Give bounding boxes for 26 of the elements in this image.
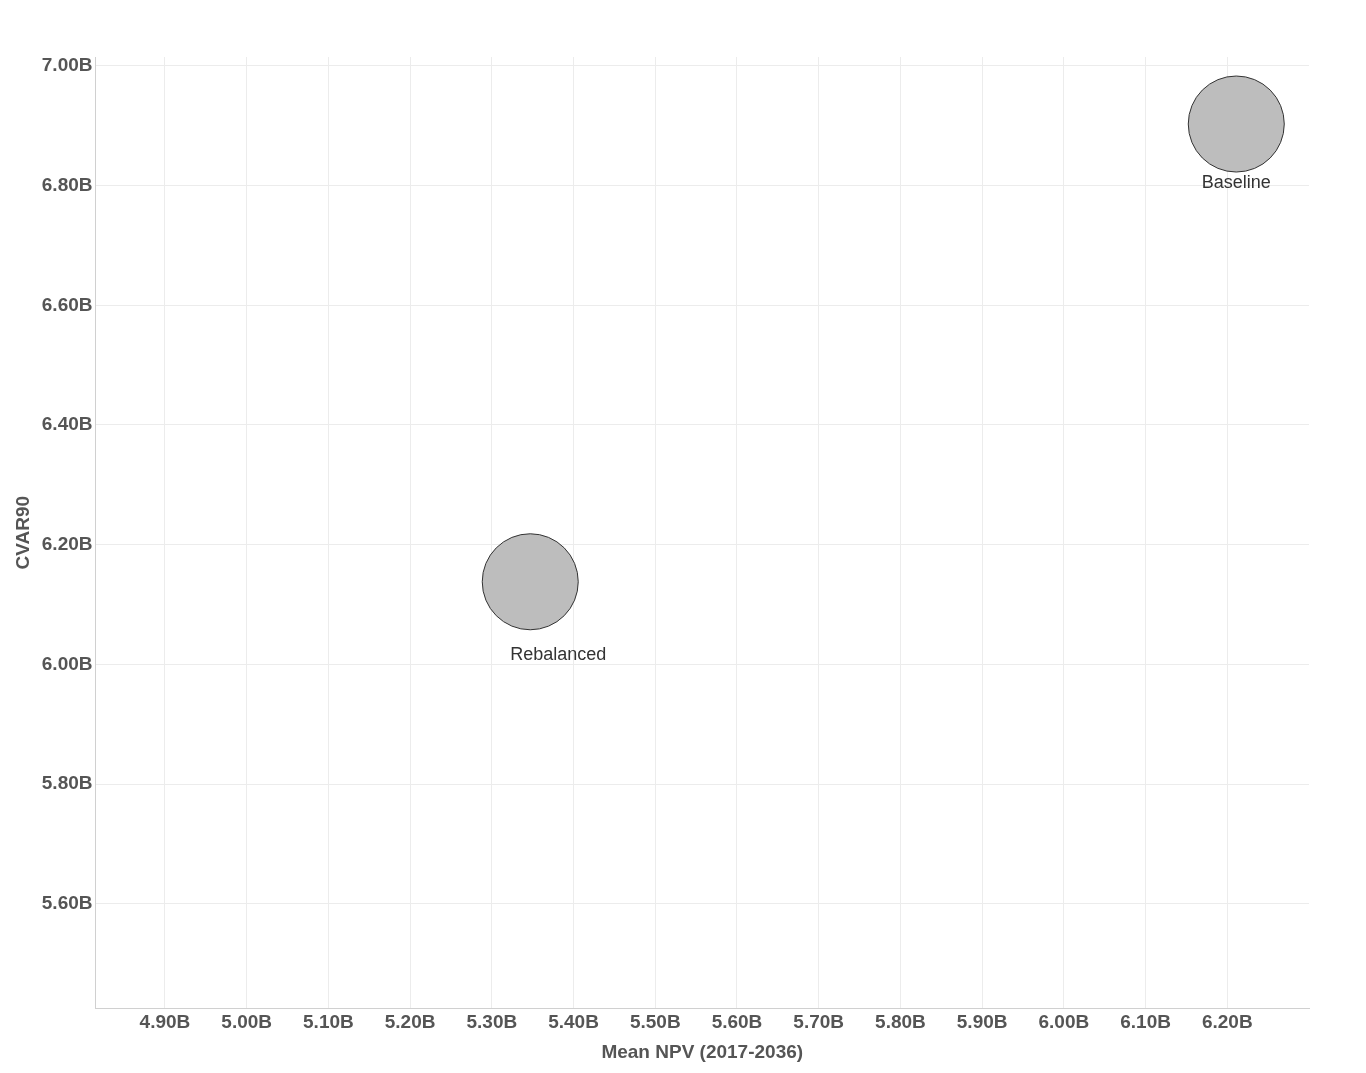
y-tick-label: 5.80B xyxy=(41,772,93,794)
x-tick-label: 5.00B xyxy=(221,1011,273,1033)
x-tick-label: 5.30B xyxy=(466,1011,518,1033)
x-tick-label: 5.60B xyxy=(711,1011,763,1033)
x-tick-label: 6.00B xyxy=(1038,1011,1090,1033)
x-tick-label: 4.90B xyxy=(139,1011,191,1033)
x-tick-label: 5.50B xyxy=(629,1011,681,1033)
y-tick-label: 6.40B xyxy=(41,413,93,435)
y-tick-label: 7.00B xyxy=(41,54,93,76)
x-tick-label: 5.20B xyxy=(384,1011,436,1033)
y-tick-label: 6.60B xyxy=(41,293,93,315)
x-tick-label: 5.80B xyxy=(875,1011,926,1033)
series-label: Rebalanced xyxy=(510,643,607,664)
x-tick-label: 5.40B xyxy=(548,1011,599,1033)
series-label: Baseline xyxy=(1201,171,1271,192)
y-tick-label: 6.00B xyxy=(41,652,93,674)
y-tick-label: 5.60B xyxy=(41,891,93,913)
y-axis-title: CVAR90 xyxy=(11,495,33,570)
x-tick-label: 6.10B xyxy=(1120,1011,1171,1033)
x-tick-label: 5.90B xyxy=(956,1011,1008,1033)
x-tick-label: 5.10B xyxy=(303,1011,354,1033)
x-tick-label: 6.20B xyxy=(1201,1011,1253,1033)
y-tick-label: 6.20B xyxy=(41,532,93,554)
y-tick-label: 6.80B xyxy=(41,173,93,195)
x-tick-label: 5.70B xyxy=(793,1011,845,1033)
x-axis-title: Mean NPV (2017-2036) xyxy=(601,1040,804,1062)
